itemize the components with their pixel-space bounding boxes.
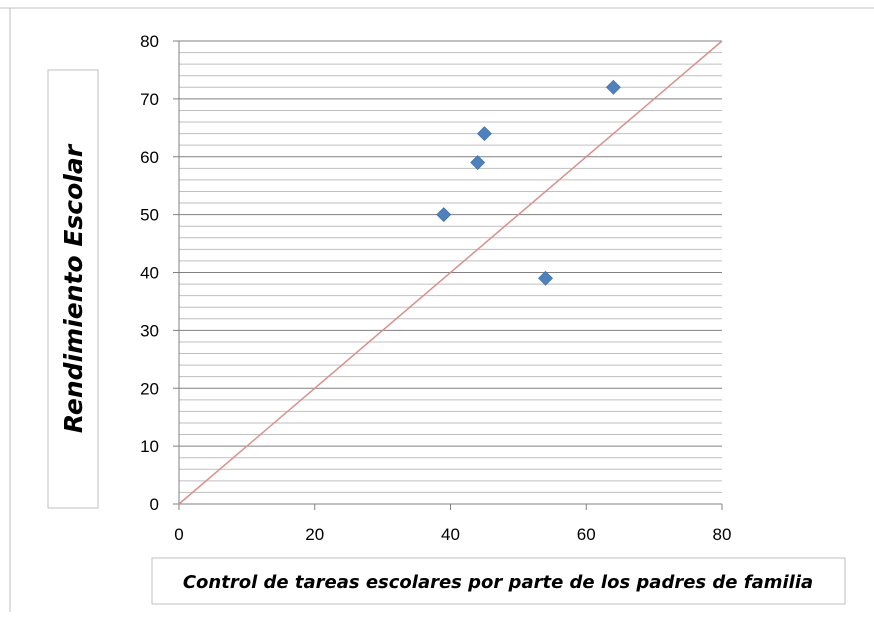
x-tick-label: 80 — [713, 525, 732, 544]
grid-layer — [179, 40, 722, 493]
reference-line-layer — [178, 40, 723, 505]
y-tick-label: 20 — [140, 379, 159, 398]
y-axis-title: Rendimiento Escolar — [59, 143, 88, 433]
y-tick-label: 10 — [140, 437, 159, 456]
data-point — [538, 270, 553, 286]
y-tick-label: 40 — [140, 264, 159, 283]
y-axis-title-box — [47, 69, 99, 509]
data-point — [436, 207, 452, 223]
y-tick-label: 60 — [140, 148, 159, 167]
y-tick-label: 70 — [140, 90, 159, 109]
y-tick-label: 30 — [140, 321, 159, 340]
x-tick-label: 20 — [305, 525, 324, 544]
data-point — [605, 79, 621, 95]
data-points-layer — [436, 79, 621, 286]
y-tick-label: 50 — [140, 206, 159, 225]
x-axis-title: Control de tareas escolares por parte de… — [183, 572, 813, 593]
x-tick-label: 40 — [441, 525, 460, 544]
x-tick-label: 0 — [174, 525, 183, 544]
data-point — [477, 126, 492, 142]
y-tick-label: 80 — [140, 32, 159, 51]
reference-line — [178, 40, 723, 505]
y-tick-label: 0 — [150, 495, 159, 514]
x-tick-label: 60 — [577, 525, 596, 544]
axis-layer — [173, 40, 723, 510]
data-point — [470, 155, 486, 170]
x-axis-title-box — [151, 557, 846, 605]
tick-labels-layer: 0 10 20 30 40 50 60 70 80 0 20 40 60 80 — [140, 32, 731, 544]
